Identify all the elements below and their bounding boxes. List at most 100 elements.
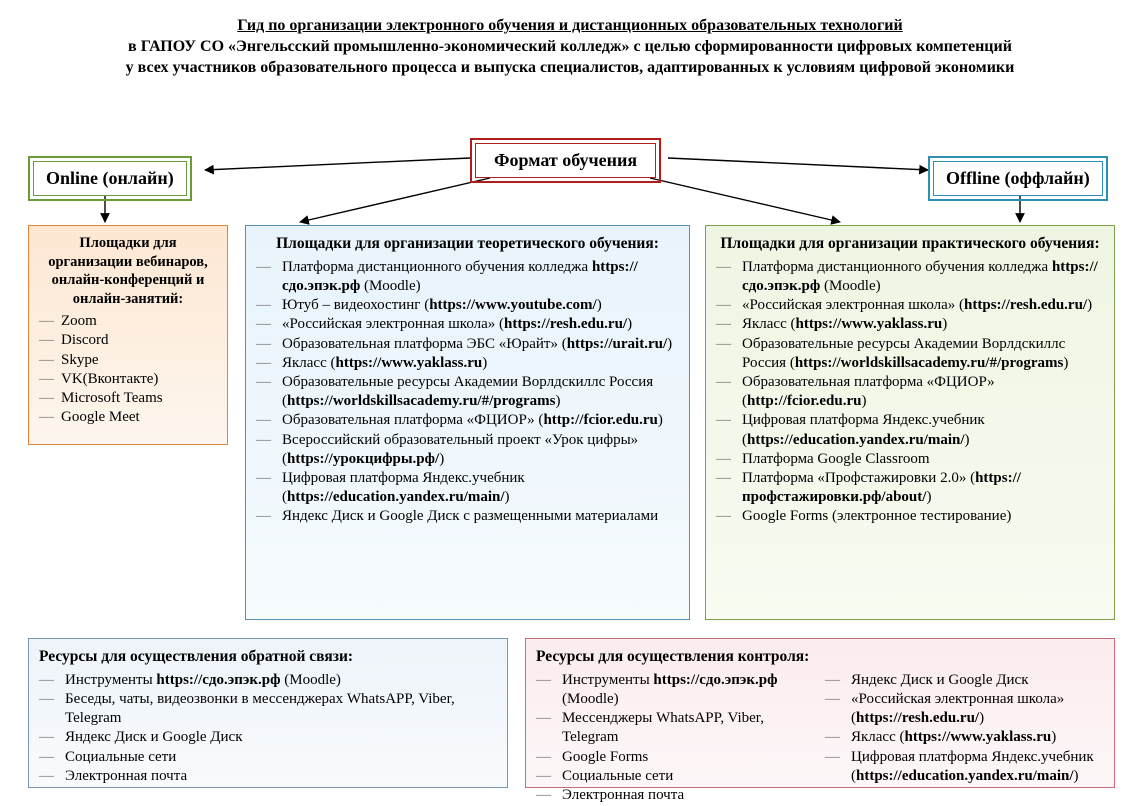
- list-item: —Образовательные ресурсы Академии Ворлдс…: [256, 373, 679, 411]
- panel-feedback-title: Ресурсы для осуществления обратной связи…: [39, 647, 497, 667]
- dash-icon: —: [256, 315, 282, 334]
- dash-icon: —: [716, 258, 742, 296]
- list-item: —Цифровая платформа Яндекс.учебник (http…: [716, 411, 1104, 449]
- list-item: —Skype: [39, 351, 217, 370]
- list-item: —Платформа дистанционного обучения колле…: [716, 258, 1104, 296]
- node-format-label: Формат обучения: [475, 143, 656, 178]
- list-item-text: Электронная почта: [65, 767, 497, 786]
- list-item: —Цифровая платформа Яндекс.учебник (http…: [825, 748, 1104, 786]
- list-item-text: Инструменты https://сдо.эпэк.рф (Moodle): [562, 671, 815, 709]
- list-item-text: Google Forms: [562, 748, 815, 767]
- list-item: —Социальные сети: [39, 748, 497, 767]
- node-offline: Offline (оффлайн): [928, 156, 1108, 201]
- dash-icon: —: [825, 671, 851, 690]
- list-item: —Всероссийский образовательный проект «У…: [256, 431, 679, 469]
- list-item-text: Цифровая платформа Яндекс.учебник (https…: [742, 411, 1104, 449]
- list-item: —Microsoft Teams: [39, 389, 217, 408]
- list-item: —Мессенджеры WhatsAPP, Viber, Telegram: [536, 709, 815, 747]
- dash-icon: —: [256, 431, 282, 469]
- dash-icon: —: [716, 450, 742, 469]
- list-item-text: Мессенджеры WhatsAPP, Viber, Telegram: [562, 709, 815, 747]
- dash-icon: —: [716, 469, 742, 507]
- list-item-text: Microsoft Teams: [61, 389, 217, 408]
- panel-webinars-list: —Zoom—Discord—Skype—VK(Вконтакте)—Micros…: [39, 312, 217, 427]
- panel-theory: Площадки для организации теоретического …: [245, 225, 690, 620]
- dash-icon: —: [716, 507, 742, 526]
- list-item-text: Образовательная платформа «ФЦИОР» (http:…: [282, 411, 679, 430]
- list-item-text: Платформа дистанционного обучения коллед…: [282, 258, 679, 296]
- list-item-text: «Российская электронная школа» (https://…: [851, 690, 1104, 728]
- panel-webinars-title: Площадки для организации вебинаров, онла…: [39, 234, 217, 308]
- dash-icon: —: [536, 671, 562, 709]
- list-item-text: Google Meet: [61, 408, 217, 427]
- list-item-text: Якласс (https://www.yaklass.ru): [742, 315, 1104, 334]
- list-item-text: Образовательные ресурсы Академии Ворлдск…: [742, 335, 1104, 373]
- list-item: —Образовательная платформа «ФЦИОР» (http…: [716, 373, 1104, 411]
- list-item-text: Google Forms (электронное тестирование): [742, 507, 1104, 526]
- list-item: —Платформа Google Classroom: [716, 450, 1104, 469]
- dash-icon: —: [39, 767, 65, 786]
- dash-icon: —: [39, 690, 65, 728]
- list-item: —Zoom: [39, 312, 217, 331]
- list-item-text: Якласс (https://www.yaklass.ru): [851, 728, 1104, 747]
- list-item: —Якласс (https://www.yaklass.ru): [716, 315, 1104, 334]
- list-item-text: Цифровая платформа Яндекс.учебник (https…: [851, 748, 1104, 786]
- dash-icon: —: [716, 373, 742, 411]
- dash-icon: —: [256, 411, 282, 430]
- dash-icon: —: [256, 469, 282, 507]
- list-item: —Google Forms (электронное тестирование): [716, 507, 1104, 526]
- page-title: Гид по организации электронного обучения…: [0, 0, 1140, 78]
- list-item: —Образовательная платформа «ФЦИОР» (http…: [256, 411, 679, 430]
- list-item-text: Ютуб – видеохостинг (https://www.youtube…: [282, 296, 679, 315]
- list-item: —VK(Вконтакте): [39, 370, 217, 389]
- dash-icon: —: [256, 507, 282, 526]
- dash-icon: —: [39, 748, 65, 767]
- panel-webinars: Площадки для организации вебинаров, онла…: [28, 225, 228, 445]
- panel-feedback: Ресурсы для осуществления обратной связи…: [28, 638, 508, 788]
- list-item-text: Skype: [61, 351, 217, 370]
- list-item-text: VK(Вконтакте): [61, 370, 217, 389]
- node-offline-label: Offline (оффлайн): [933, 161, 1103, 196]
- dash-icon: —: [39, 671, 65, 690]
- panel-control-col2: —Яндекс Диск и Google Диск—«Российская э…: [825, 671, 1104, 805]
- list-item-text: Образовательные ресурсы Академии Ворлдск…: [282, 373, 679, 411]
- list-item: —Инструменты https://сдо.эпэк.рф (Moodle…: [536, 671, 815, 709]
- list-item: —Образовательная платформа ЭБС «Юрайт» (…: [256, 335, 679, 354]
- list-item: —Образовательные ресурсы Академии Ворлдс…: [716, 335, 1104, 373]
- panel-feedback-list: —Инструменты https://сдо.эпэк.рф (Moodle…: [39, 671, 497, 786]
- dash-icon: —: [39, 331, 61, 350]
- list-item: —Беседы, чаты, видеозвонки в мессенджера…: [39, 690, 497, 728]
- list-item-text: Discord: [61, 331, 217, 350]
- dash-icon: —: [256, 373, 282, 411]
- dash-icon: —: [39, 389, 61, 408]
- list-item-text: Платформа «Профстажировки 2.0» (https://…: [742, 469, 1104, 507]
- panel-theory-title: Площадки для организации теоретического …: [256, 234, 679, 254]
- node-online: Online (онлайн): [28, 156, 192, 201]
- list-item-text: Инструменты https://сдо.эпэк.рф (Moodle): [65, 671, 497, 690]
- dash-icon: —: [39, 728, 65, 747]
- list-item: —Discord: [39, 331, 217, 350]
- node-online-label: Online (онлайн): [33, 161, 187, 196]
- dash-icon: —: [256, 335, 282, 354]
- list-item-text: Беседы, чаты, видеозвонки в мессенджерах…: [65, 690, 497, 728]
- list-item-text: Zoom: [61, 312, 217, 331]
- list-item-text: Электронная почта: [562, 786, 815, 805]
- dash-icon: —: [536, 709, 562, 747]
- panel-practice-title: Площадки для организации практического о…: [716, 234, 1104, 254]
- list-item: —«Российская электронная школа» (https:/…: [825, 690, 1104, 728]
- list-item: —Цифровая платформа Яндекс.учебник (http…: [256, 469, 679, 507]
- dash-icon: —: [256, 296, 282, 315]
- dash-icon: —: [825, 690, 851, 728]
- list-item-text: Якласс (https://www.yaklass.ru): [282, 354, 679, 373]
- dash-icon: —: [716, 315, 742, 334]
- dash-icon: —: [536, 767, 562, 786]
- list-item: —Яндекс Диск и Google Диск: [39, 728, 497, 747]
- list-item: —«Российская электронная школа» (https:/…: [256, 315, 679, 334]
- list-item-text: Социальные сети: [65, 748, 497, 767]
- list-item: —Google Meet: [39, 408, 217, 427]
- list-item: —Ютуб – видеохостинг (https://www.youtub…: [256, 296, 679, 315]
- list-item-text: Яндекс Диск и Google Диск с размещенными…: [282, 507, 679, 526]
- list-item-text: Образовательная платформа «ФЦИОР» (http:…: [742, 373, 1104, 411]
- list-item: —Электронная почта: [536, 786, 815, 805]
- list-item-text: Платформа Google Classroom: [742, 450, 1104, 469]
